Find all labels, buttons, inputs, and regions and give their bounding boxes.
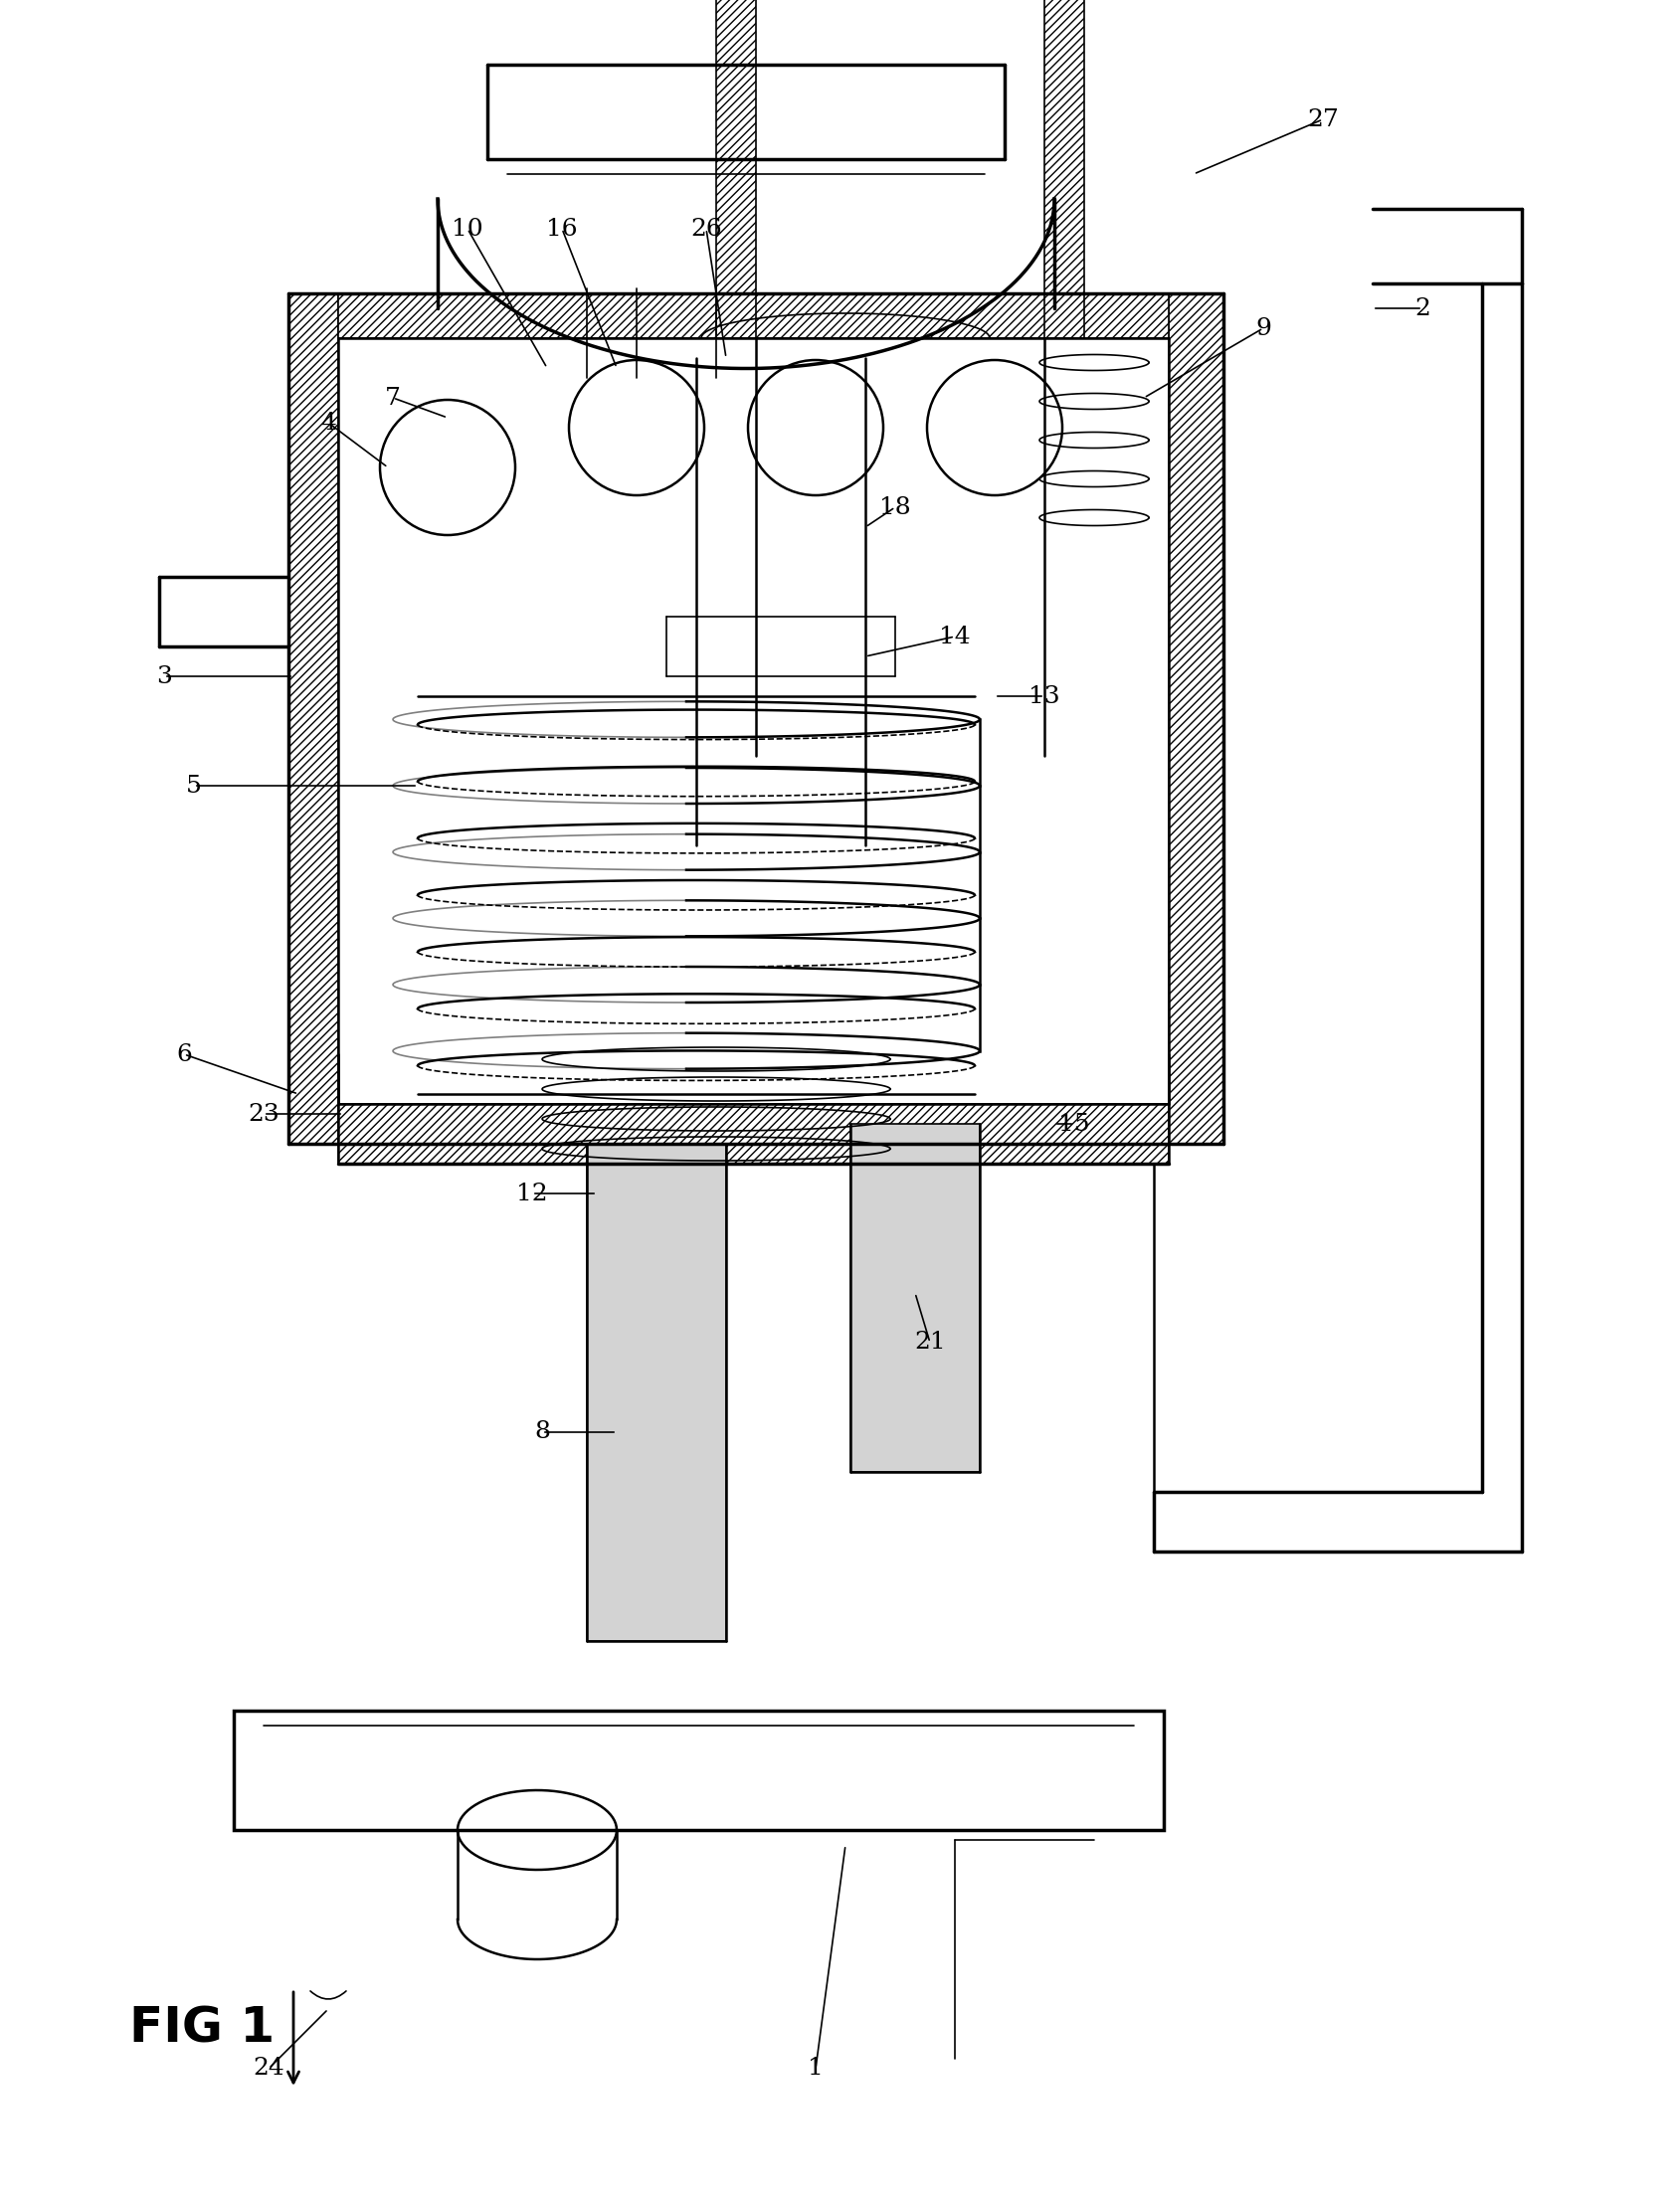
Bar xyxy=(289,294,338,1145)
Text: 4: 4 xyxy=(321,411,336,435)
Text: 21: 21 xyxy=(914,1331,946,1353)
Bar xyxy=(338,1103,1168,1164)
Text: 10: 10 xyxy=(452,218,482,239)
Text: 14: 14 xyxy=(939,626,969,648)
Bar xyxy=(234,1711,1163,1830)
Text: 23: 23 xyxy=(247,1103,279,1125)
Text: 2: 2 xyxy=(1413,297,1430,321)
Circle shape xyxy=(380,400,516,536)
Text: 27: 27 xyxy=(1307,108,1337,132)
Bar xyxy=(338,1103,1168,1145)
Bar xyxy=(586,1145,726,1641)
Text: 18: 18 xyxy=(879,497,911,518)
Bar xyxy=(1043,0,1084,338)
Text: 9: 9 xyxy=(1255,316,1270,341)
Bar xyxy=(850,1125,979,1472)
Text: 8: 8 xyxy=(534,1421,549,1443)
Bar xyxy=(338,294,1168,338)
Text: 15: 15 xyxy=(1058,1112,1089,1136)
Text: FIG 1: FIG 1 xyxy=(129,2006,274,2052)
Circle shape xyxy=(748,360,882,494)
Bar xyxy=(716,0,756,338)
Circle shape xyxy=(926,360,1062,494)
Text: 16: 16 xyxy=(546,218,578,239)
Bar xyxy=(1168,294,1223,1145)
Text: 3: 3 xyxy=(156,666,171,688)
Text: 13: 13 xyxy=(1028,685,1060,707)
Text: 7: 7 xyxy=(385,387,400,409)
Text: 24: 24 xyxy=(252,2056,284,2081)
Text: 5: 5 xyxy=(186,773,202,798)
Text: 12: 12 xyxy=(516,1182,548,1204)
Text: 26: 26 xyxy=(690,218,722,239)
Text: 6: 6 xyxy=(176,1044,192,1066)
Circle shape xyxy=(568,360,704,494)
Text: 1: 1 xyxy=(808,2056,823,2081)
